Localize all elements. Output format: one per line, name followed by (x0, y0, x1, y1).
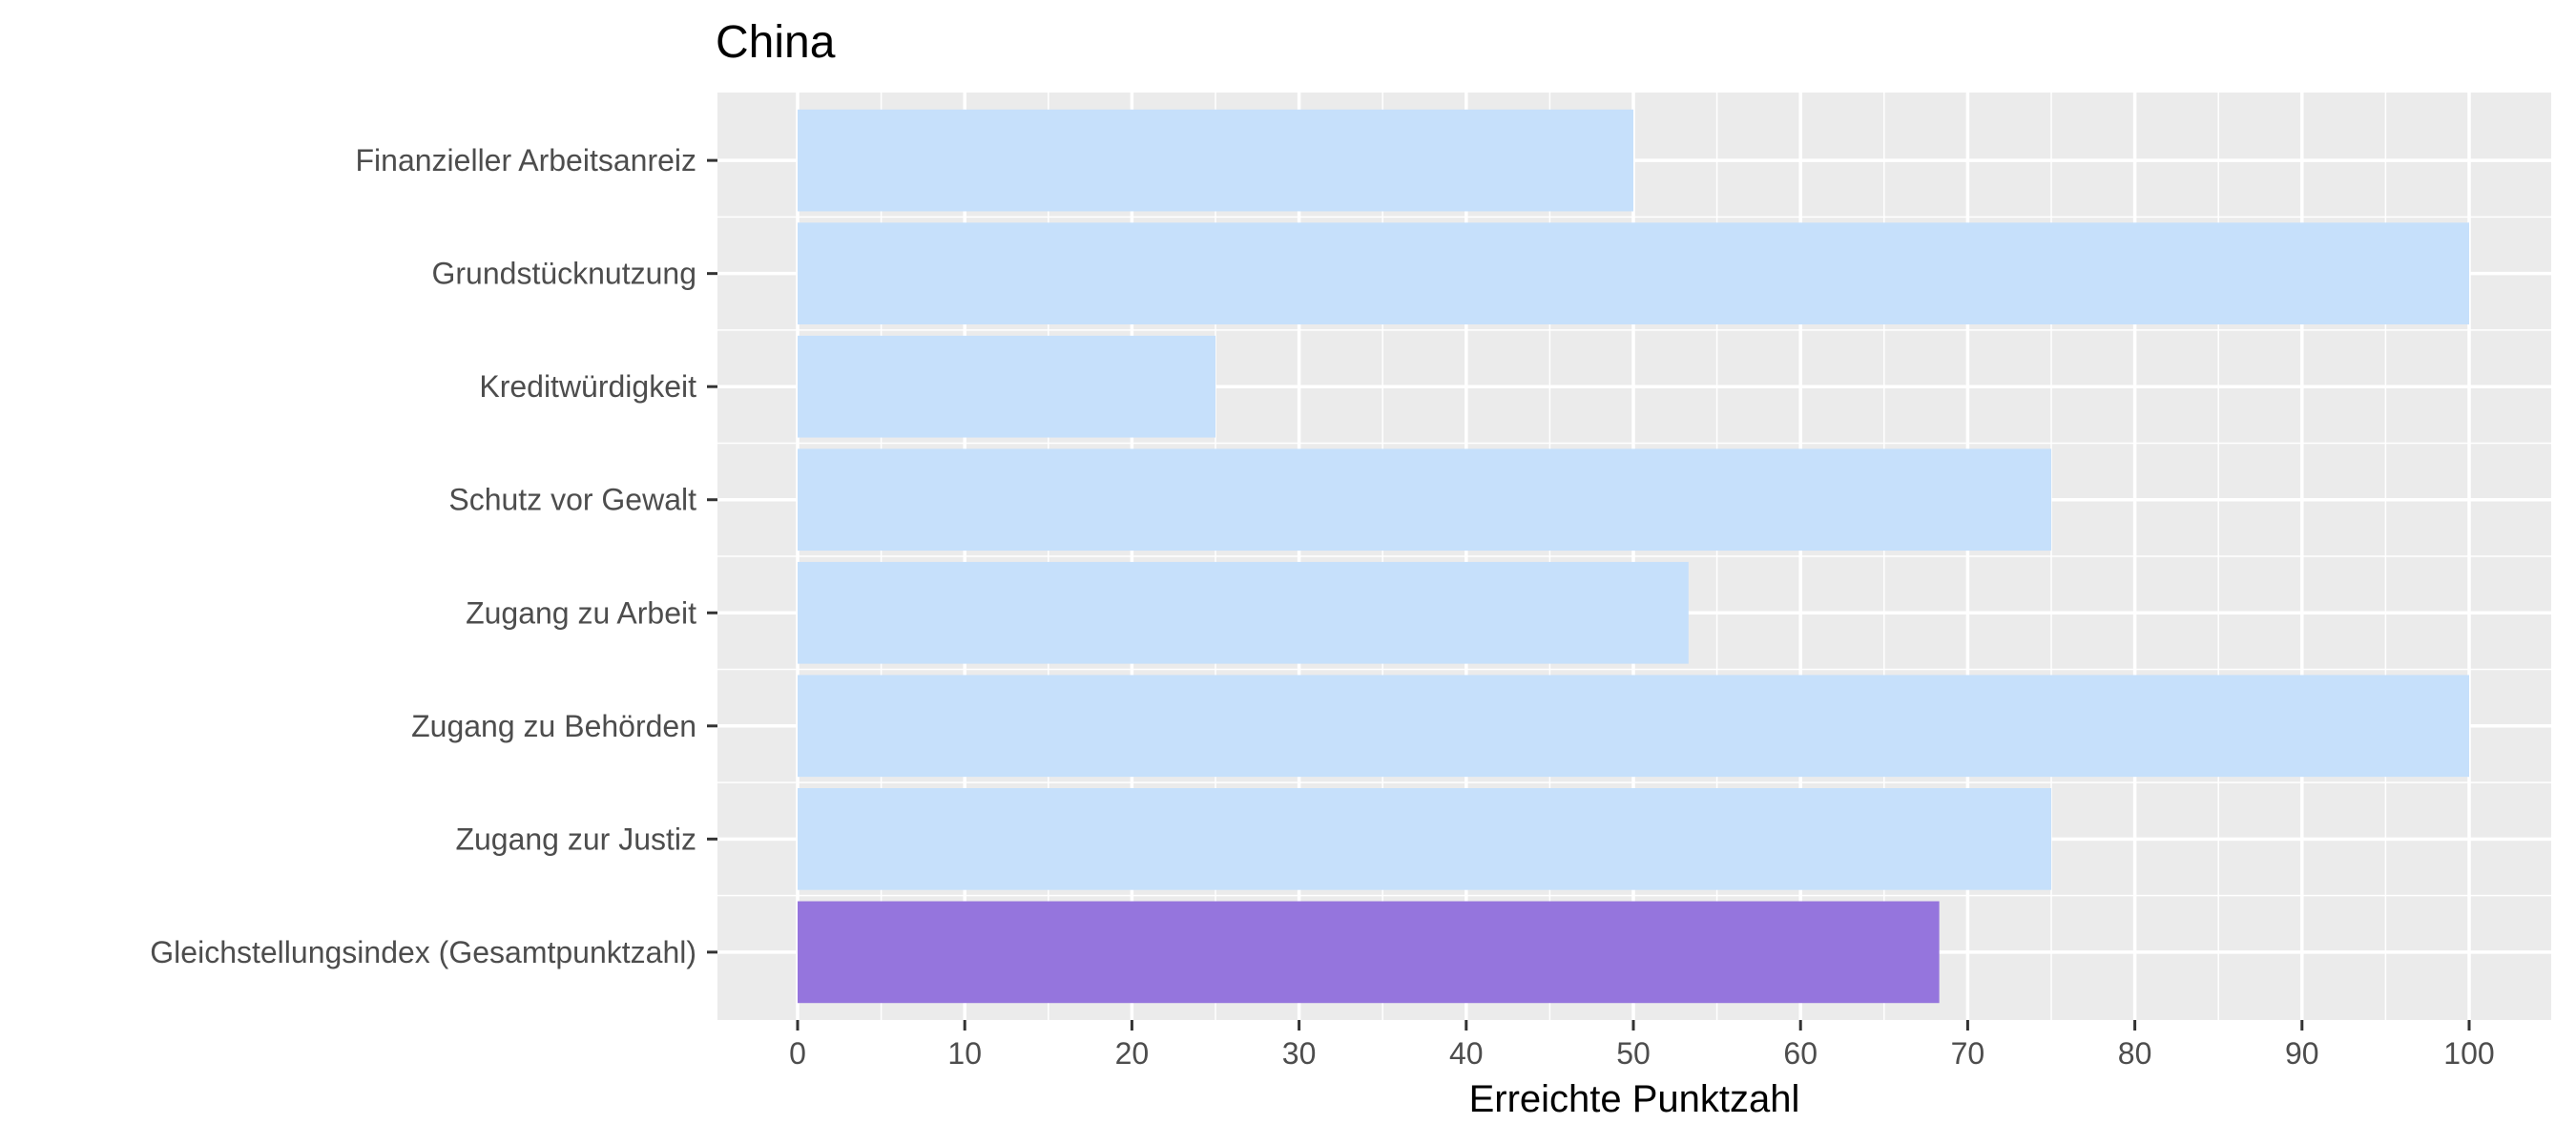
x-tick-label: 20 (1115, 1036, 1150, 1071)
bar (798, 109, 1633, 212)
y-tick-label: Gleichstellungsindex (Gesamtpunktzahl) (150, 935, 696, 969)
x-tick-label: 50 (1616, 1036, 1651, 1071)
y-tick-label: Schutz vor Gewalt (448, 483, 696, 517)
x-tick-label: 70 (1951, 1036, 1985, 1071)
bar (798, 675, 2469, 778)
y-axis: Finanzieller Arbeitsanreiz Grundstücknutz… (150, 143, 717, 969)
bar (798, 335, 1215, 438)
y-tick-label: Zugang zu Arbeit (466, 595, 696, 630)
chart-title: China (716, 17, 836, 68)
bar (798, 788, 2051, 890)
x-axis-title: Erreichte Punktzahl (1469, 1078, 1800, 1120)
x-tick-label: 40 (1449, 1036, 1484, 1071)
y-tick-label: Kreditwürdigkeit (479, 369, 696, 404)
bar (798, 901, 1940, 1004)
bar (798, 448, 2051, 552)
x-tick-label: 100 (2443, 1036, 2494, 1071)
y-tick-label: Zugang zu Behörden (411, 709, 696, 743)
x-tick-label: 60 (1783, 1036, 1818, 1071)
x-tick-label: 0 (789, 1036, 806, 1071)
y-tick-label: Finanzieller Arbeitsanreiz (356, 143, 697, 177)
y-tick-label: Zugang zur Justiz (455, 822, 696, 856)
x-tick-label: 90 (2285, 1036, 2319, 1071)
bars-layer (798, 109, 2469, 1004)
bar (798, 561, 1689, 664)
x-tick-label: 30 (1282, 1036, 1317, 1071)
y-tick-label: Grundstücknutzung (432, 257, 697, 291)
x-axis: 0 10 20 30 40 50 60 70 80 90 100 (789, 1020, 2495, 1071)
x-tick-label: 10 (947, 1036, 982, 1071)
bar (798, 222, 2469, 324)
x-tick-label: 80 (2118, 1036, 2152, 1071)
